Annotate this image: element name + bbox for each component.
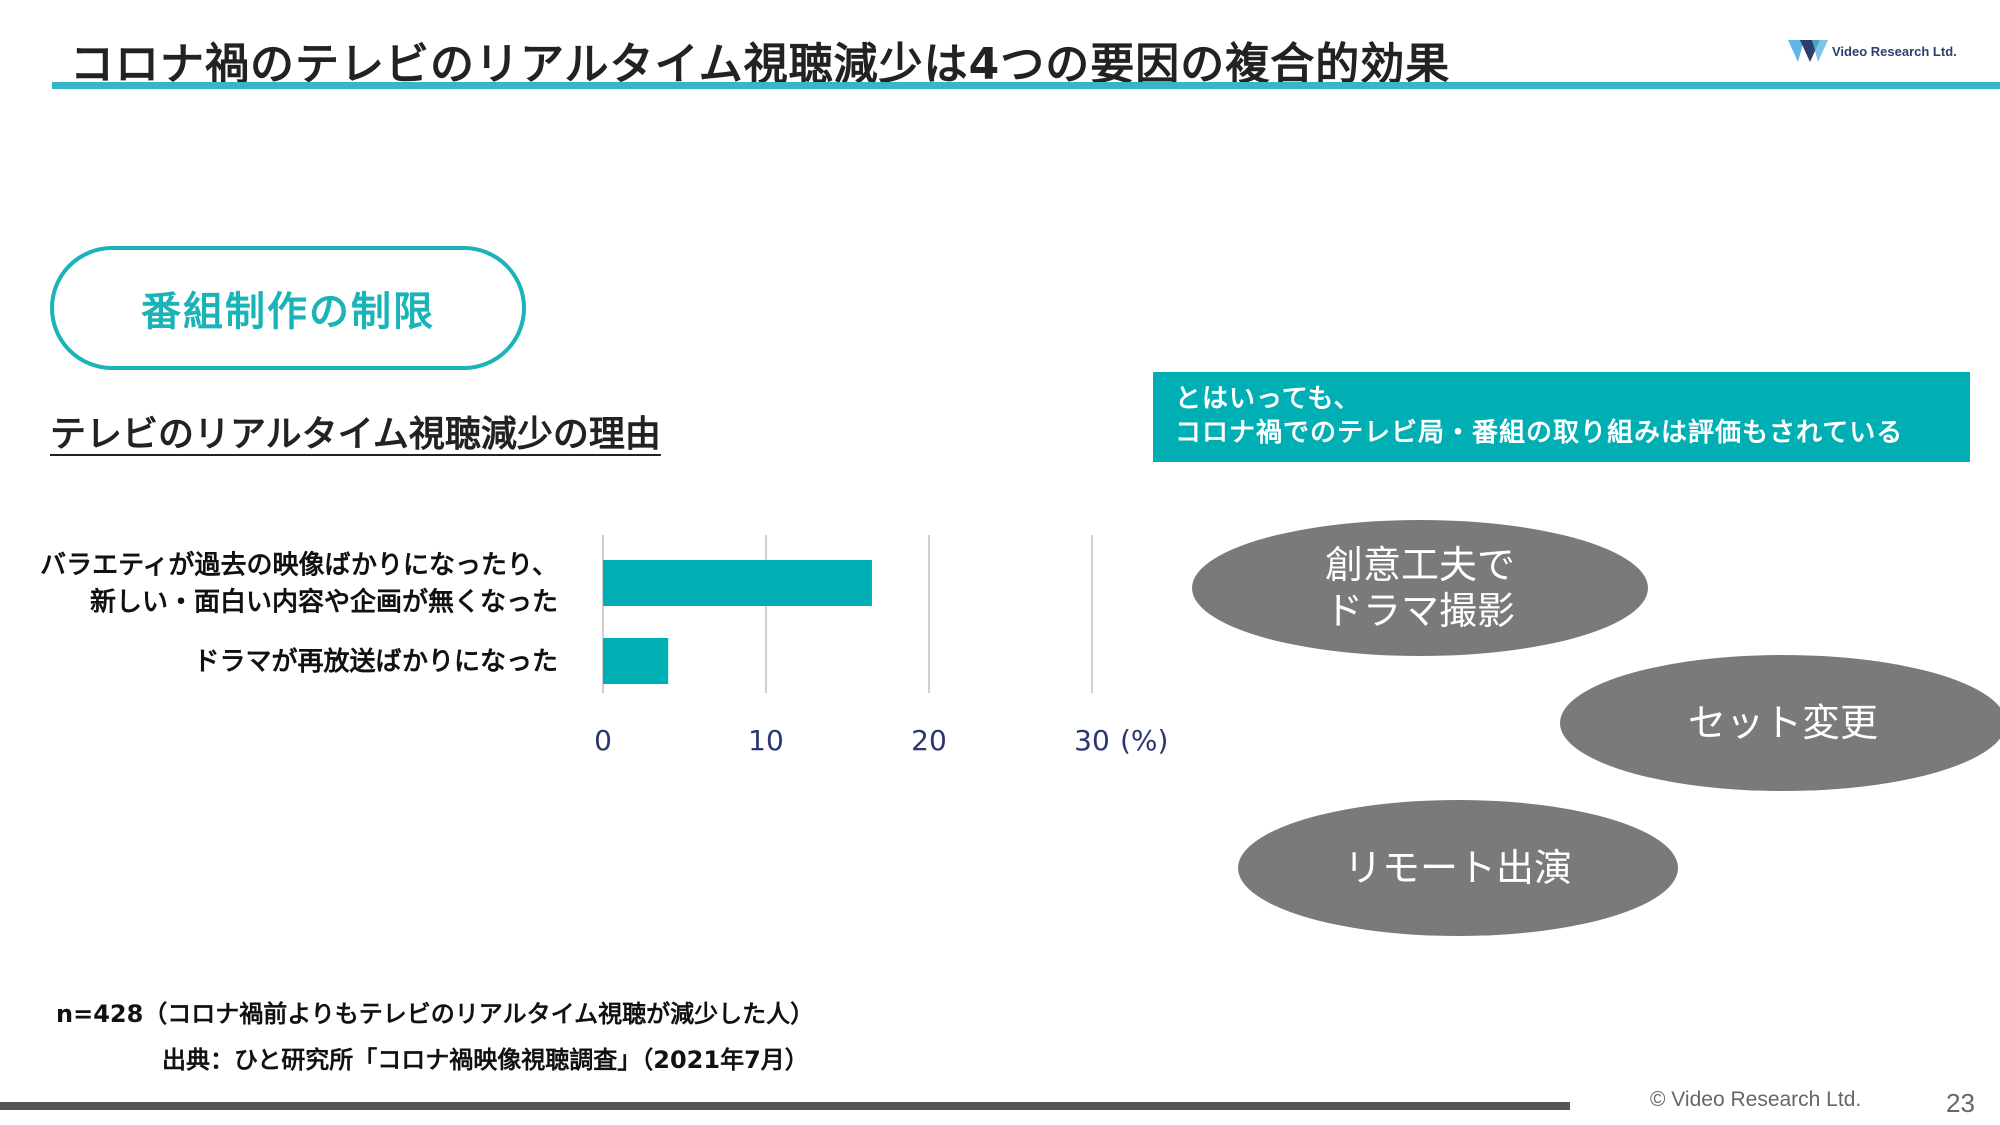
example-label: セット変更 [1687,701,1878,745]
company-logo: Video Research Ltd. [1786,36,1957,66]
highlight-banner: とはいっても、 コロナ禍でのテレビ局・番組の取り組みは評価もされている [1153,372,1970,462]
video-research-logo-icon [1788,40,1828,62]
x-tick-label: 0 [594,724,612,757]
banner-line-2: コロナ禍でのテレビ局・番組の取り組みは評価もされている [1175,418,1904,448]
category-label: ドラマが再放送ばかりになった [193,646,558,677]
example-ellipse-remote: リモート出演 [1238,800,1678,936]
bar-chart: 0 10 20 30 (%) バラエティが過去の映像ばかりになったり、新しい・面白い内容や… [40,535,1168,757]
copyright: © Video Research Ltd. [1650,1088,1862,1111]
x-tick-label: 30 [1074,724,1110,757]
logo-text: Video Research Ltd. [1832,43,1957,59]
page-number: 23 [1946,1088,1975,1118]
example-label: リモート出演 [1343,846,1572,890]
chart-subtitle: テレビのリアルタイム視聴減少の理由 [50,414,661,455]
example-label: 創意工夫で ドラマ撮影 [1324,543,1515,633]
bar [603,638,669,684]
example-ellipse-set: セット変更 [1560,655,2000,791]
footer-rule [0,1102,1570,1110]
category-label: バラエティが過去の映像ばかりになったり、 [40,550,558,581]
page-title: コロナ禍のテレビのリアルタイム視聴減少は4つの要因の複合的効果 [70,39,1451,90]
x-axis-unit: (%) [1120,724,1168,757]
source-note: 出典：ひと研究所「コロナ禍映像視聴調査」（2021年7月） [162,1046,809,1074]
x-tick-label: 20 [911,724,947,757]
example-ellipse-drama: 創意工夫で ドラマ撮影 [1192,520,1648,656]
banner-line-1: とはいっても、 [1175,384,1361,414]
bar [603,560,872,606]
section-pill: 番組制作の制限 [50,246,526,370]
title-underline [52,82,2000,89]
x-tick-label: 10 [748,724,784,757]
sample-note: n=428（コロナ禍前よりもテレビのリアルタイム視聴が減少した人） [56,1000,815,1028]
category-label: 新しい・面白い内容や企画が無くなった [90,587,558,618]
